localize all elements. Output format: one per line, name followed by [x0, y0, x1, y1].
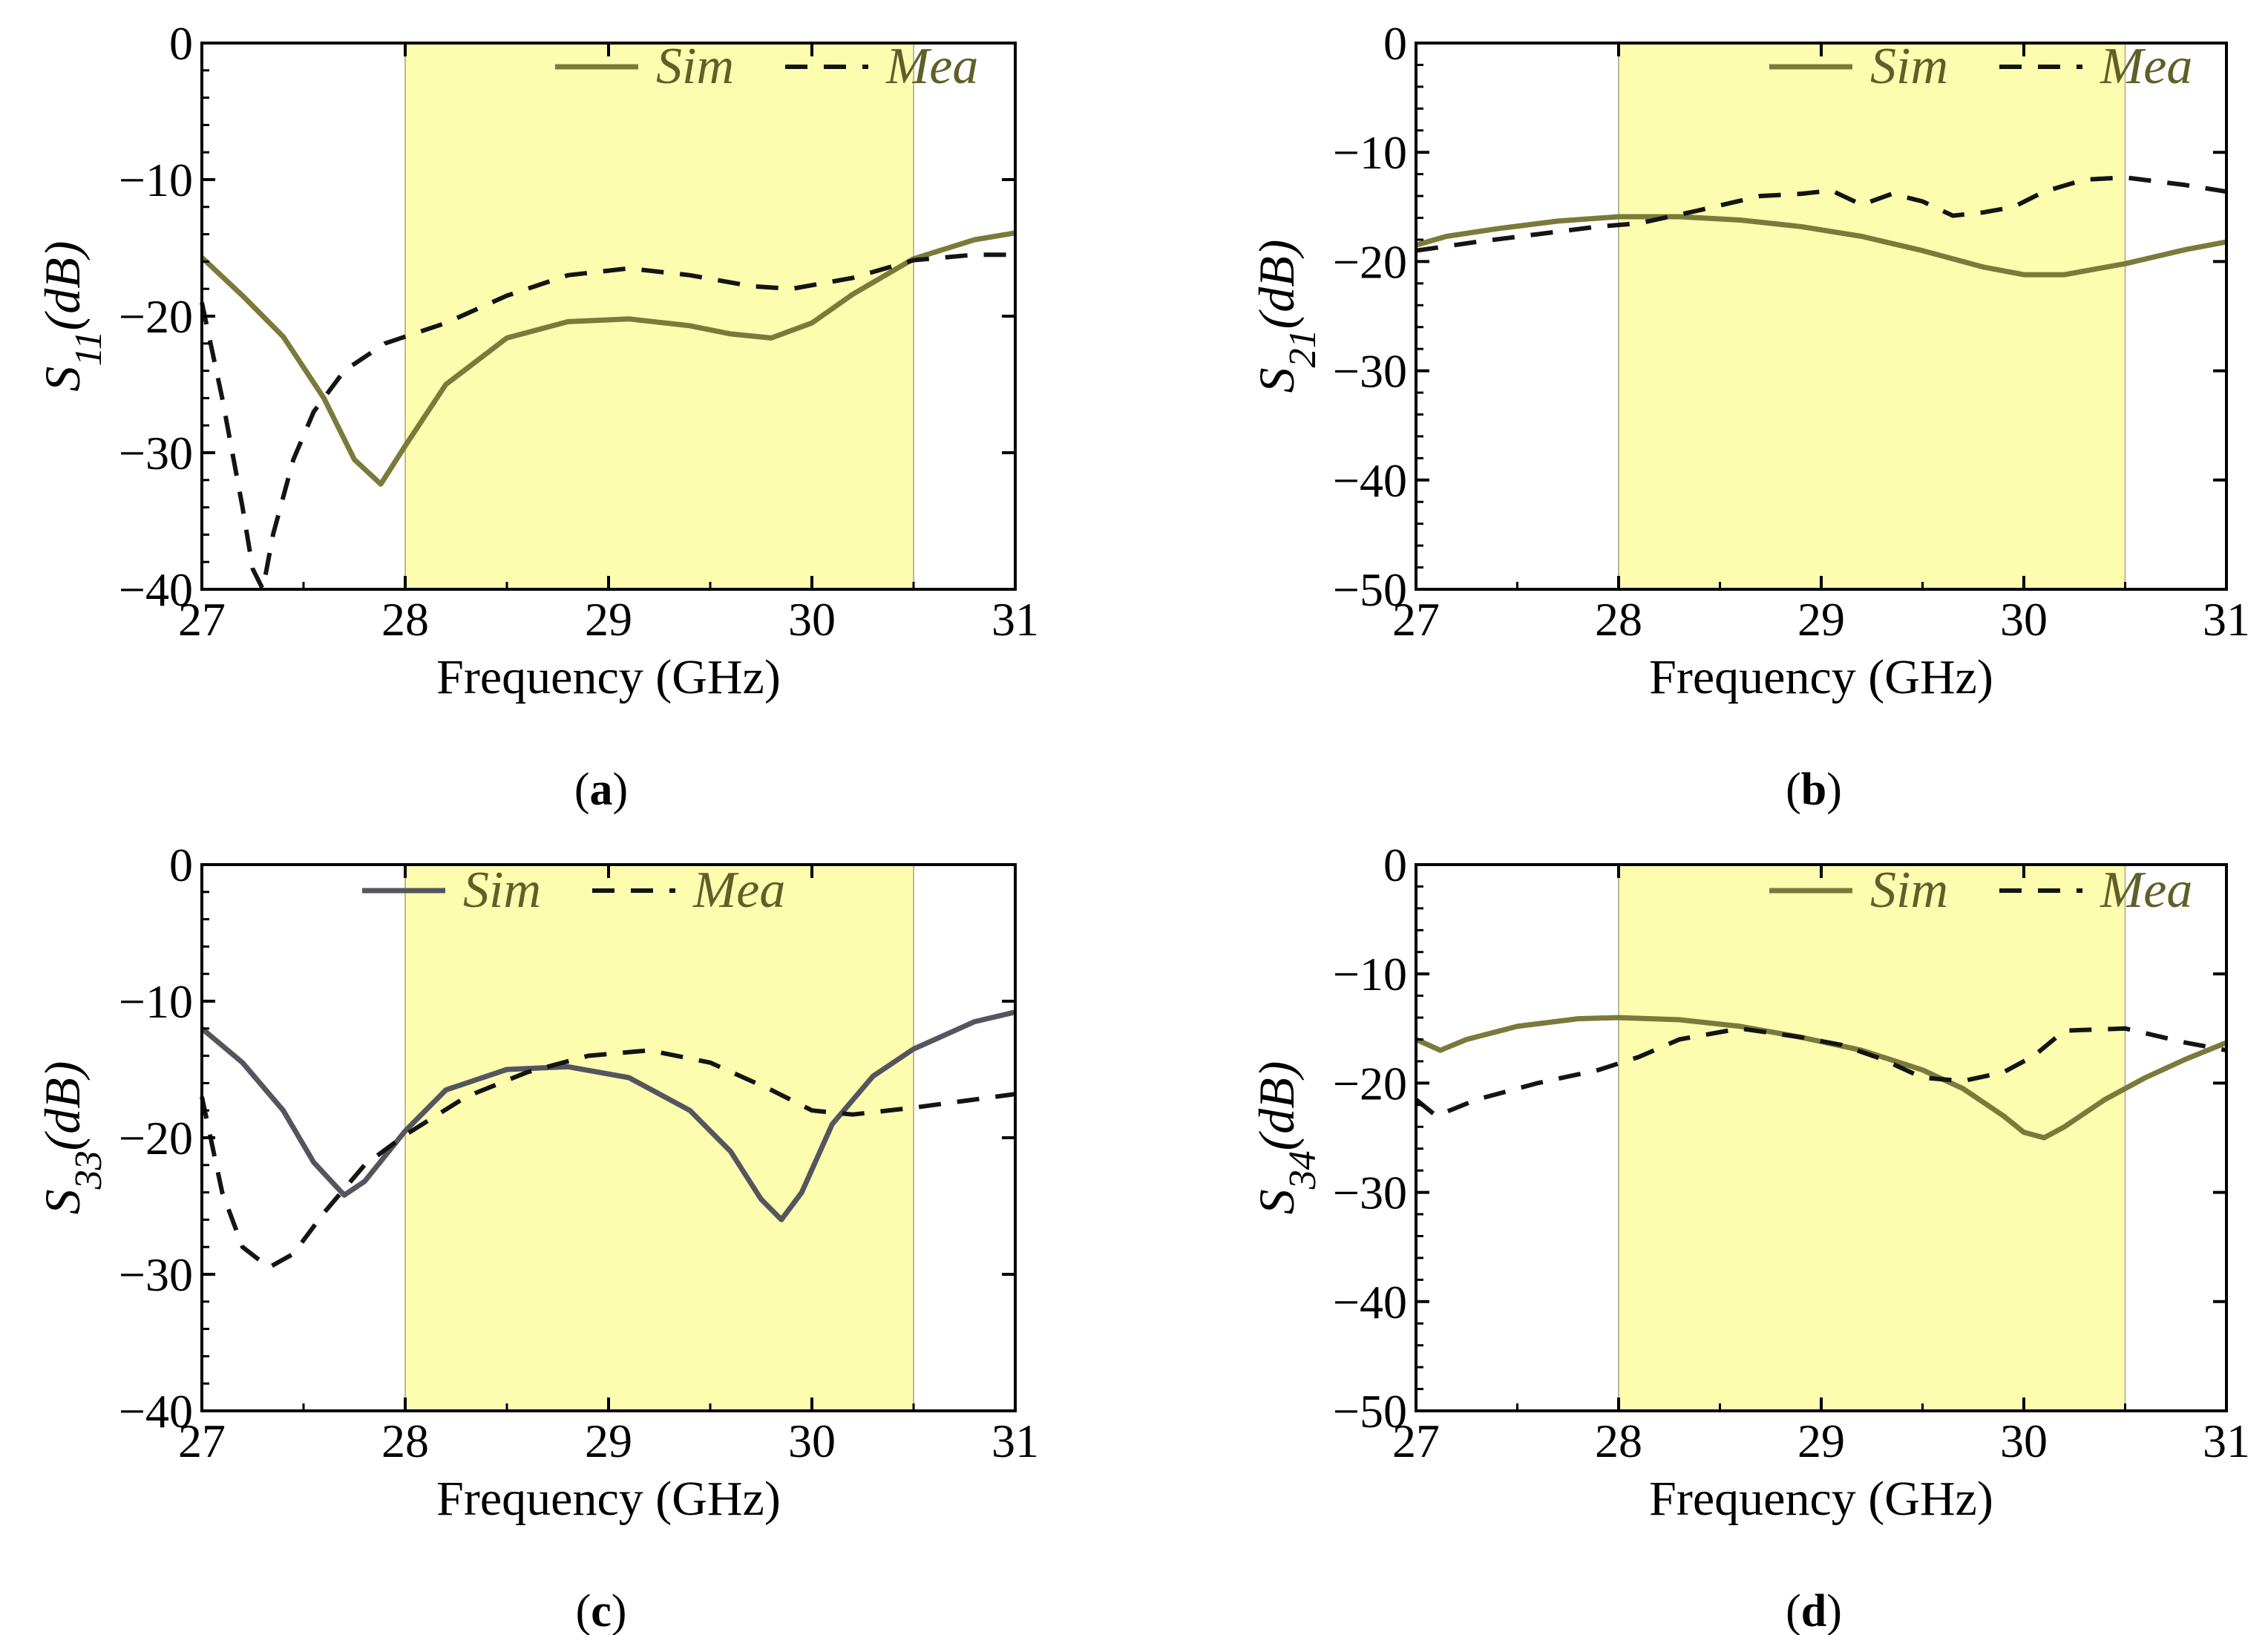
y-tick-label: −20	[1333, 1057, 1407, 1110]
y-label-unit: (dB)	[34, 241, 91, 331]
x-tick-label: 28	[381, 1415, 429, 1467]
y-tick-label: −50	[1333, 563, 1407, 616]
series-mea-line	[200, 1048, 1016, 1270]
y-tick-label: −10	[119, 154, 193, 206]
y-tick-label: −20	[1333, 235, 1407, 288]
y-tick-label: −40	[119, 563, 193, 616]
y-tick-label: 0	[169, 839, 193, 891]
y-label-unit: (dB)	[1248, 240, 1305, 330]
y-label-subscript: 11	[68, 330, 110, 366]
x-tick-label: 31	[2203, 593, 2250, 646]
panel-d: 27 28 29 30 31 0 −10 −20 −30 −40 −50 Frequency (GHz…	[1248, 839, 2250, 1635]
shaded-band	[405, 43, 914, 589]
y-tick-label: 0	[1383, 839, 1407, 891]
shaded-band	[405, 865, 914, 1411]
panel-a: 27 28 29 30 31 0 −10 −20 −30 −40 Frequency (GHz) S1…	[34, 17, 1039, 815]
series-mea-line	[1415, 175, 2227, 253]
y-axis-label: S11(dB)	[34, 241, 110, 392]
panel-label: (c)	[576, 1586, 627, 1635]
y-tick-label: 0	[1383, 17, 1407, 70]
series-sim-line	[200, 1009, 1016, 1222]
x-tick-label: 31	[2203, 1415, 2250, 1467]
x-tick-label: 27	[1392, 1415, 1440, 1467]
legend-sim-label: Sim	[463, 862, 541, 919]
y-tick-label: −10	[1333, 948, 1407, 1000]
x-tick-label: 28	[1595, 1415, 1642, 1467]
x-axis-label: Frequency (GHz)	[436, 650, 781, 704]
y-label-subscript: 21	[1282, 329, 1324, 367]
x-tick-label: 30	[2000, 1415, 2048, 1467]
x-tick-label: 27	[178, 593, 226, 646]
legend-sim-label: Sim	[656, 38, 734, 95]
y-tick-label: −20	[119, 1112, 193, 1164]
panel-letter: b	[1801, 764, 1826, 815]
series-sim-line	[200, 230, 1016, 487]
y-tick-label: −40	[1333, 1276, 1407, 1328]
x-axis-label: Frequency (GHz)	[436, 1472, 781, 1526]
legend: Sim Mea	[1769, 38, 2192, 95]
legend-sim-label: Sim	[1870, 38, 1948, 95]
x-axis-label: Frequency (GHz)	[1649, 1472, 1993, 1526]
y-tick-label: −10	[119, 975, 193, 1028]
y-label-base: S	[34, 366, 91, 391]
x-tick-label: 27	[178, 1415, 226, 1467]
legend-mea-label: Mea	[2100, 862, 2192, 919]
y-axis-label: S33(dB)	[34, 1061, 110, 1215]
panel-c: 27 28 29 30 31 0 −10 −20 −30 −40 Frequency (GHz) S3…	[34, 839, 1039, 1635]
x-tick-label: 29	[1797, 593, 1845, 646]
legend: Sim Mea	[1769, 862, 2192, 919]
x-tick-label: 29	[1797, 1415, 1845, 1467]
y-label-subscript: 34	[1282, 1150, 1324, 1190]
series-sim-line	[1415, 214, 2227, 278]
x-tick-label: 28	[381, 593, 429, 646]
legend-mea-label: Mea	[885, 38, 978, 95]
x-tick-label: 31	[992, 1415, 1039, 1467]
panel-letter: c	[591, 1586, 612, 1635]
y-tick-label: −30	[1333, 345, 1407, 398]
panel-label: (d)	[1786, 1586, 1842, 1635]
y-label-base: S	[1248, 367, 1305, 393]
x-axis-label: Frequency (GHz)	[1649, 650, 1993, 704]
legend: Sim Mea	[555, 38, 978, 95]
y-label-unit: (dB)	[1248, 1061, 1305, 1151]
x-tick-label: 29	[585, 1415, 632, 1467]
y-label-subscript: 33	[68, 1150, 110, 1190]
y-tick-label: −30	[119, 1248, 193, 1301]
series-sim-line	[1415, 1015, 2228, 1141]
x-tick-label: 30	[788, 593, 836, 646]
y-axis-label: S21(dB)	[1248, 240, 1324, 393]
y-tick-label: −50	[1333, 1385, 1407, 1438]
y-tick-label: −10	[1333, 126, 1407, 179]
series-mea-line	[200, 252, 1015, 592]
y-tick-label: −40	[1333, 454, 1407, 507]
x-tick-label: 28	[1595, 593, 1642, 646]
panel-b: 27 28 29 30 31 0 −10 −20 −30 −40 −50 Frequency (GHz…	[1248, 17, 2250, 815]
y-label-base: S	[34, 1189, 91, 1214]
panel-letter: a	[590, 764, 613, 815]
x-tick-label: 31	[992, 593, 1039, 646]
panel-label: (b)	[1786, 764, 1842, 815]
y-label-unit: (dB)	[34, 1061, 91, 1151]
panel-label: (a)	[574, 764, 628, 815]
y-tick-label: −40	[119, 1385, 193, 1438]
legend-sim-label: Sim	[1870, 862, 1948, 919]
series-mea-line	[1415, 1026, 2227, 1118]
y-axis-label: S34(dB)	[1248, 1061, 1324, 1215]
y-label-base: S	[1248, 1189, 1305, 1214]
x-tick-label: 29	[585, 593, 632, 646]
y-tick-label: 0	[169, 17, 193, 70]
legend: Sim Mea	[362, 862, 785, 919]
legend-mea-label: Mea	[2100, 38, 2192, 95]
shaded-band	[1619, 43, 2126, 589]
legend-mea-label: Mea	[692, 862, 785, 919]
y-tick-label: −20	[119, 290, 193, 343]
x-tick-label: 27	[1392, 593, 1440, 646]
x-tick-label: 30	[2000, 593, 2048, 646]
y-tick-label: −30	[119, 427, 193, 479]
panel-letter: d	[1801, 1586, 1826, 1635]
y-tick-label: −30	[1333, 1167, 1407, 1219]
x-tick-label: 30	[788, 1415, 836, 1467]
